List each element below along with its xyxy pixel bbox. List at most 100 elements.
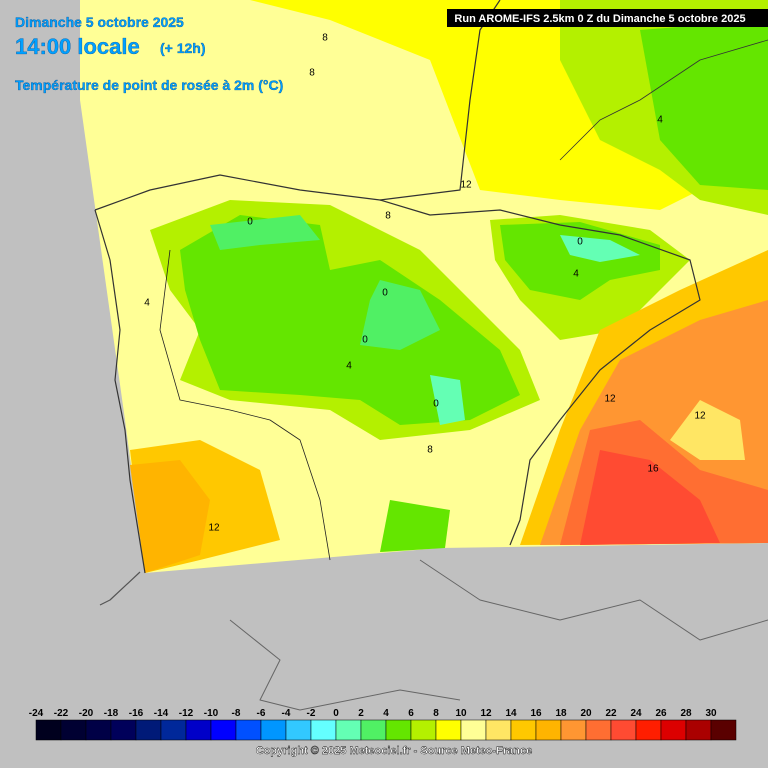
colorbar-label: -16: [129, 708, 144, 719]
colorbar-label: -6: [257, 708, 266, 719]
colorbar-swatch: [260, 719, 287, 741]
run-box: [447, 9, 768, 27]
colorbar-label: 0: [333, 708, 339, 719]
contour-label: 0: [382, 288, 388, 299]
coastlines: [94, 0, 768, 711]
contour-label: 4: [346, 361, 352, 372]
colorbar-swatch: [310, 719, 337, 741]
colorbar-swatch: [535, 719, 562, 741]
coastline: [419, 559, 768, 641]
colorbar-label: -4: [282, 708, 291, 719]
contour-label: 0: [577, 237, 583, 248]
zone-16: [130, 460, 210, 573]
contour-label: 0: [362, 335, 368, 346]
contour-label: 8: [309, 68, 315, 79]
colorbar-label: 22: [605, 708, 617, 719]
contour-label: 4: [573, 269, 579, 280]
colorbar-swatch: [85, 719, 112, 741]
colorbar-swatch: [635, 719, 662, 741]
coastline: [229, 619, 461, 711]
contour-label: 4: [657, 115, 663, 126]
colorbar-label: -10: [204, 708, 219, 719]
coastline: [379, 199, 701, 546]
colorbar-label: -20: [79, 708, 94, 719]
zone-0: [430, 375, 465, 425]
zone-2: [210, 215, 320, 250]
colorbar-label: -18: [104, 708, 119, 719]
zone-2: [360, 280, 440, 350]
colorbar-swatch: [560, 719, 587, 741]
colorbar-label: 2: [358, 708, 364, 719]
copyright: Copyright © 2025 Meteociel.fr - Source M…: [256, 745, 532, 757]
colorbar-label: 6: [408, 708, 414, 719]
contour-label: 8: [322, 33, 328, 44]
coastline: [94, 209, 146, 574]
zone-22: [580, 450, 720, 545]
colorbar-swatch: [660, 719, 687, 741]
coastline: [99, 571, 141, 606]
colorbar-label: 8: [433, 708, 439, 719]
colorbar-swatch: [35, 719, 62, 741]
colorbar-label: 16: [530, 708, 542, 719]
colorbar-label: 4: [383, 708, 389, 719]
parameter: Température de point de rosée à 2m (°C): [15, 77, 283, 93]
colorbar-label: -22: [54, 708, 69, 719]
colorbar-label: 12: [480, 708, 492, 719]
colorbar-swatch: [410, 719, 437, 741]
colorbar-label: -8: [232, 708, 241, 719]
border: [559, 39, 768, 161]
colorbar-swatch: [685, 719, 712, 741]
contour-label: 12: [604, 394, 616, 405]
colorbar-label: -14: [154, 708, 169, 719]
colorbar-label: 14: [505, 708, 517, 719]
colorbar-swatch: [135, 719, 162, 741]
colorbar-swatch: [335, 719, 362, 741]
colorbar-swatch: [160, 719, 187, 741]
colorbar-swatch: [460, 719, 487, 741]
colorbar-label: 18: [555, 708, 567, 719]
zone-0: [560, 235, 640, 262]
zone-4: [500, 222, 660, 300]
colorbar-label: 28: [680, 708, 692, 719]
colorbar-label: 24: [630, 708, 642, 719]
colorbar-swatch: [435, 719, 462, 741]
contour-label: 0: [433, 399, 439, 410]
contour-label: 8: [385, 211, 391, 222]
zone-4: [180, 215, 520, 425]
colorbar-swatch: [110, 719, 137, 741]
colorbar-label: -24: [29, 708, 44, 719]
colorbar-label: -12: [179, 708, 194, 719]
contour-label: 12: [208, 523, 220, 534]
colorbar-swatch: [610, 719, 637, 741]
colorbar-label: 10: [455, 708, 467, 719]
colorbar-label: 26: [655, 708, 667, 719]
run-info: Run AROME-IFS 2.5km 0 Z du Dimanche 5 oc…: [454, 13, 745, 25]
colorbar-label: -2: [307, 708, 316, 719]
contour-label: 8: [427, 445, 433, 456]
colorbar-swatch: [585, 719, 612, 741]
contour-label: 12: [694, 411, 706, 422]
colorbar-swatch: [185, 719, 212, 741]
contour-label: 16: [647, 464, 659, 475]
colorbar-swatch: [60, 719, 87, 741]
date: Dimanche 5 octobre 2025: [15, 14, 184, 30]
colorbar: -24 -22 -20 -18 -16 -14 -12 -10 -8 -6 -4 -2 0 2 4 6 8 10 1…: [29, 708, 737, 741]
colorbar-label: 30: [705, 708, 717, 719]
colorbar-swatch: [485, 719, 512, 741]
colorbar-swatch: [235, 719, 262, 741]
balearic-islands: [670, 400, 745, 460]
contour-label: 0: [247, 217, 253, 228]
coastline: [94, 0, 501, 211]
colorbar-swatch: [510, 719, 537, 741]
colorbar-swatch: [285, 719, 312, 741]
colorbar-label: 20: [580, 708, 592, 719]
colorbar-swatch: [710, 719, 737, 741]
border: [159, 249, 331, 561]
colorbar-swatch: [360, 719, 387, 741]
colorbar-swatch: [385, 719, 412, 741]
zone-4: [640, 20, 768, 190]
contour-labels: 8 8 12 8 0 4 0 4 4 0 0 4 0 8 12 12 16 12: [144, 33, 706, 534]
colorbar-swatch: [210, 719, 237, 741]
zone-4: [380, 500, 450, 552]
